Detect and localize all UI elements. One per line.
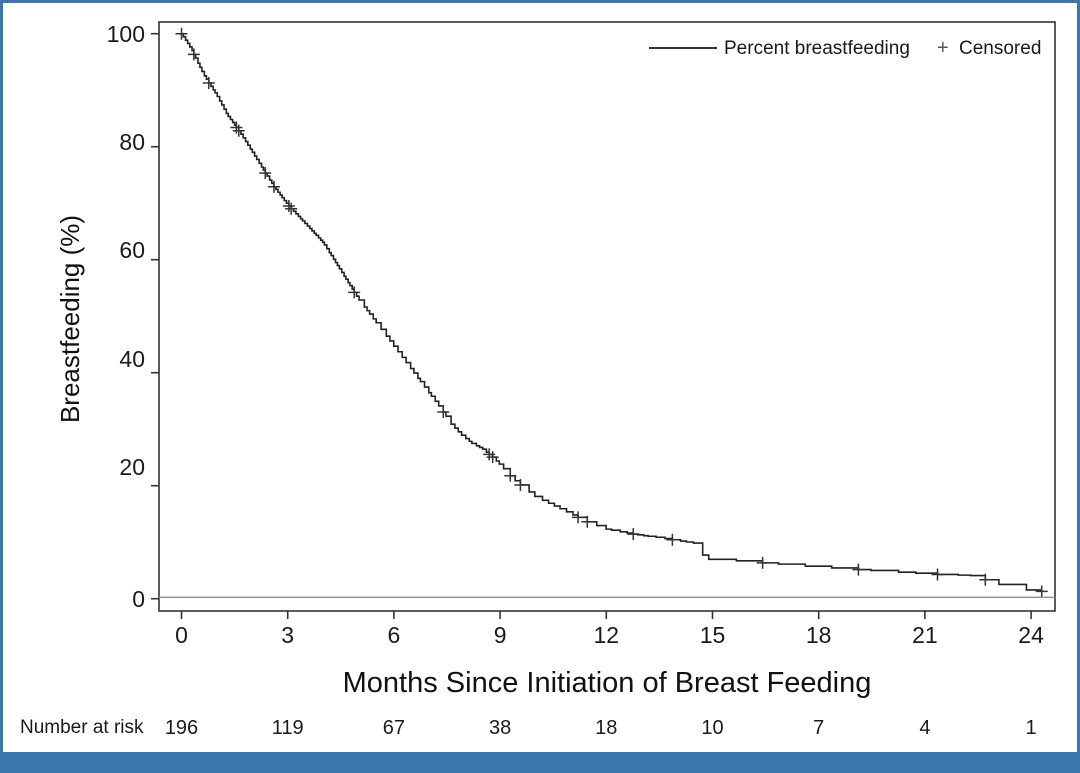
svg-text:67: 67: [383, 717, 405, 739]
svg-text:100: 100: [107, 21, 145, 47]
svg-text:0: 0: [132, 586, 145, 612]
svg-text:24: 24: [1018, 622, 1044, 648]
svg-text:+: +: [937, 37, 949, 59]
svg-text:196: 196: [165, 717, 198, 739]
svg-text:60: 60: [119, 237, 145, 263]
svg-text:Percent breastfeeding: Percent breastfeeding: [724, 38, 910, 59]
svg-text:Censored: Censored: [959, 38, 1041, 59]
svg-text:0: 0: [175, 622, 188, 648]
svg-text:Breastfeeding (%): Breastfeeding (%): [55, 215, 85, 423]
svg-text:20: 20: [119, 454, 145, 480]
svg-text:1: 1: [1026, 717, 1037, 739]
svg-text:9: 9: [494, 622, 507, 648]
svg-text:38: 38: [489, 717, 511, 739]
svg-text:Months Since Initiation of Bre: Months Since Initiation of Breast Feedin…: [343, 667, 872, 699]
svg-text:18: 18: [595, 717, 617, 739]
svg-text:10: 10: [701, 717, 723, 739]
svg-text:Number at risk: Number at risk: [20, 717, 144, 738]
svg-text:3: 3: [281, 622, 294, 648]
svg-text:18: 18: [806, 622, 832, 648]
svg-text:21: 21: [912, 622, 938, 648]
svg-text:119: 119: [272, 717, 304, 739]
svg-text:40: 40: [119, 346, 145, 372]
svg-text:80: 80: [119, 129, 145, 155]
svg-text:6: 6: [388, 622, 401, 648]
svg-text:7: 7: [813, 717, 824, 739]
svg-text:15: 15: [700, 622, 726, 648]
svg-text:12: 12: [594, 622, 620, 648]
svg-text:4: 4: [919, 717, 930, 739]
